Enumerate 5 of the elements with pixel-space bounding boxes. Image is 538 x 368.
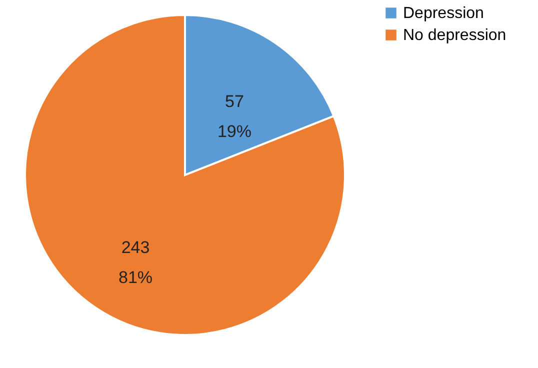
legend-label: Depression — [403, 5, 484, 22]
data-label: 243 81% — [118, 238, 153, 287]
pie-slice — [24, 14, 346, 336]
legend-label: No depression — [403, 27, 506, 44]
data-label: 57 19% — [217, 92, 252, 142]
